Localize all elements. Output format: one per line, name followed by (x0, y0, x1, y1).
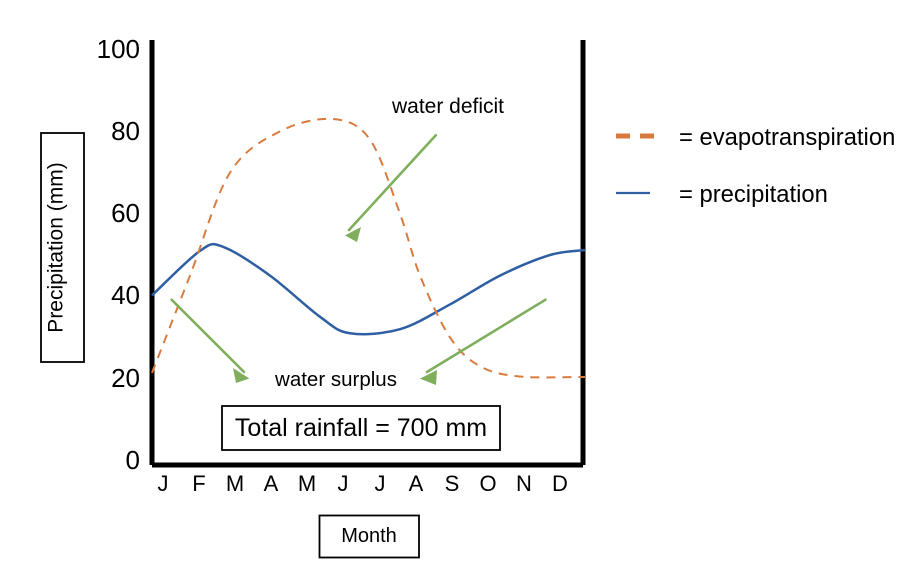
svg-text:20: 20 (111, 363, 140, 393)
svg-text:= evapotranspiration: = evapotranspiration (679, 124, 895, 151)
svg-text:= precipitation: = precipitation (679, 181, 828, 208)
svg-text:40: 40 (111, 280, 140, 310)
svg-text:S: S (445, 471, 460, 496)
svg-text:D: D (552, 471, 568, 496)
svg-text:0: 0 (126, 445, 140, 475)
svg-text:J: J (158, 471, 169, 496)
svg-text:O: O (479, 471, 496, 496)
svg-text:water surplus: water surplus (274, 368, 397, 391)
svg-text:J: J (375, 471, 386, 496)
svg-text:100: 100 (97, 34, 140, 64)
svg-text:N: N (516, 471, 532, 496)
svg-text:J: J (338, 471, 349, 496)
svg-text:60: 60 (111, 198, 140, 228)
svg-text:M: M (226, 471, 244, 496)
svg-text:M: M (298, 471, 316, 496)
svg-text:Precipitation (mm): Precipitation (mm) (45, 162, 68, 332)
svg-text:80: 80 (111, 116, 140, 146)
svg-text:water deficit: water deficit (391, 95, 504, 118)
svg-text:A: A (264, 471, 279, 496)
svg-text:F: F (192, 471, 205, 496)
svg-text:A: A (409, 471, 424, 496)
svg-text:Month: Month (341, 525, 397, 547)
svg-text:Total rainfall = 700 mm: Total rainfall = 700 mm (235, 414, 487, 442)
